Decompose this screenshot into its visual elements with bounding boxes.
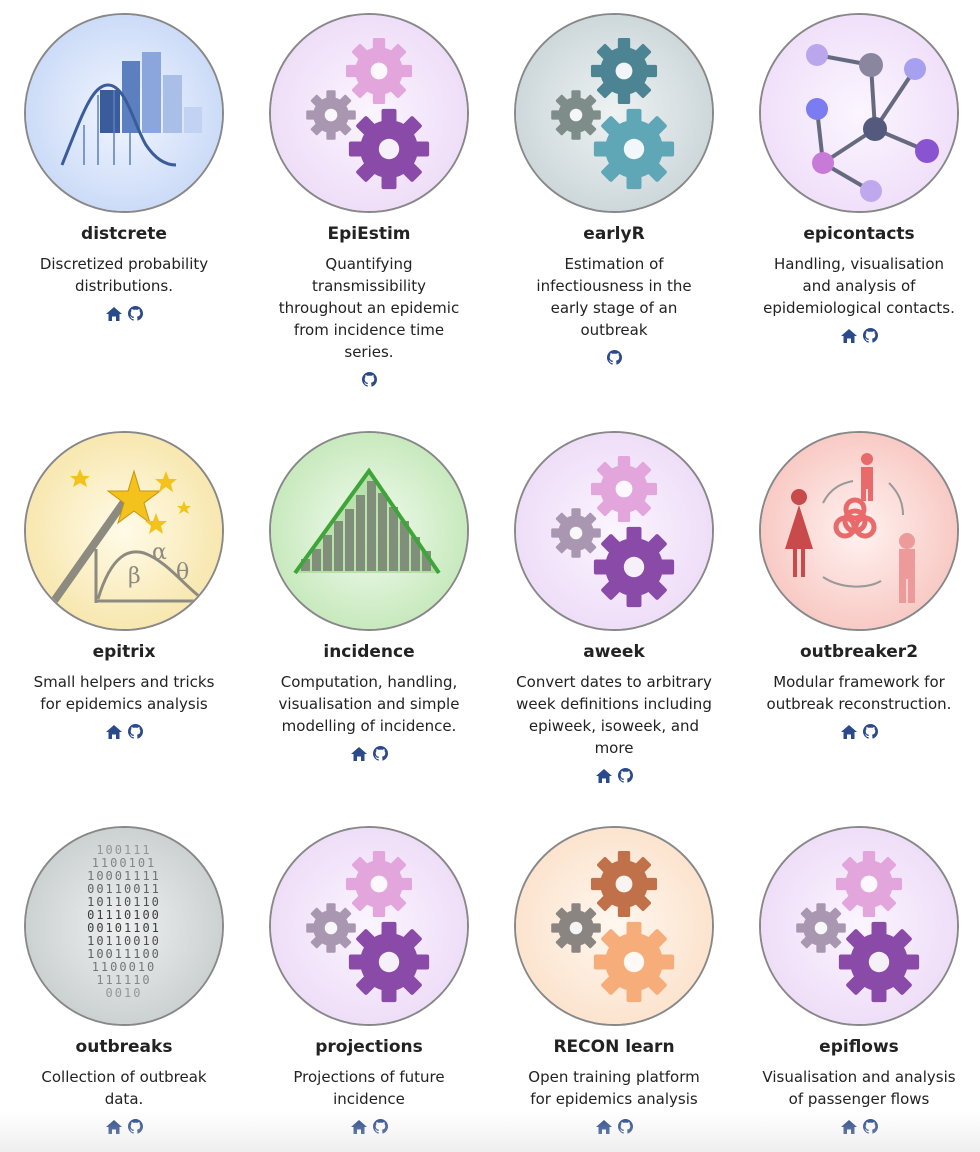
package-title: earlyR [583,224,645,244]
package-card: 100111 1100101 10001111 00110011 10110110 011… [9,826,239,1136]
package-title: incidence [323,642,415,662]
github-icon[interactable] [127,724,143,739]
package-title: outbreaks [75,1037,173,1057]
package-card: epicontacts Handling, visualisation and a… [744,13,974,345]
package-logo[interactable] [269,13,469,213]
github-icon[interactable] [372,1119,388,1134]
package-description: Projections of future incidence [293,1068,445,1108]
package-description: Discretized probability distributions. [39,255,209,295]
home-icon[interactable] [595,1119,612,1134]
svg-text:111110: 111110 [96,973,151,987]
svg-text:10110110: 10110110 [87,895,161,909]
home-icon[interactable] [105,1119,122,1134]
package-card: projections Projections of future inciden… [254,826,484,1136]
package-description: Convert dates to arbitrary week definiti… [516,673,712,757]
package-links [254,1116,484,1136]
home-icon[interactable] [840,1119,857,1134]
package-description: Quantifying transmissibility throughout … [278,255,460,361]
package-title: outbreaker2 [799,642,919,662]
svg-text:10110010: 10110010 [87,934,161,948]
svg-text:01110100: 01110100 [87,908,161,922]
github-icon[interactable] [617,1119,633,1134]
home-icon[interactable] [105,724,122,739]
package-logo[interactable] [269,431,469,631]
package-card: incidence Computation, handling, visualis… [254,431,484,763]
package-description: Small helpers and tricks for epidemics a… [33,673,215,713]
package-card: earlyR Estimation of infectiousness in th… [499,13,729,367]
svg-text:θ: θ [176,560,189,585]
package-card: β α θ epitrix Small helpers and tricks for… [9,431,239,741]
package-card: EpiEstim Quantifying transmissibility thr… [254,13,484,389]
github-icon[interactable] [862,1119,878,1134]
github-icon[interactable] [372,746,388,761]
package-card: epiflows Visualisation and analysis of pa… [744,826,974,1136]
package-description: Computation, handling, visualisation and… [278,673,460,735]
package-logo[interactable] [514,826,714,1026]
svg-text:10011100: 10011100 [87,947,161,961]
package-title: RECON learn [553,1037,675,1057]
github-icon[interactable] [606,350,622,365]
package-logo[interactable] [514,13,714,213]
package-links [254,743,484,763]
home-icon[interactable] [350,1119,367,1134]
package-links [499,765,729,785]
package-description: Visualisation and analysis of passenger … [762,1068,956,1108]
package-links [744,325,974,345]
home-icon[interactable] [595,768,612,783]
package-description: Modular framework for outbreak reconstru… [766,673,952,713]
svg-text:1100010: 1100010 [92,960,157,974]
package-logo[interactable]: 100111 1100101 10001111 00110011 10110110 011… [24,826,224,1026]
package-title: epicontacts [803,224,915,244]
package-description: Estimation of infectiousness in the earl… [536,255,692,339]
package-links [499,1116,729,1136]
svg-text:α: α [152,540,167,565]
github-icon[interactable] [862,328,878,343]
package-logo[interactable] [759,826,959,1026]
package-card: distcrete Discretized probability distrib… [9,13,239,323]
package-logo[interactable]: β α θ [24,431,224,631]
github-icon[interactable] [127,306,143,321]
svg-text:β: β [128,564,141,589]
svg-text:00110011: 00110011 [87,882,161,896]
package-logo[interactable] [514,431,714,631]
package-title: epiflows [819,1037,899,1057]
package-description: Collection of outbreak data. [41,1068,207,1108]
svg-text:1100101: 1100101 [92,856,157,870]
github-icon[interactable] [127,1119,143,1134]
home-icon[interactable] [840,724,857,739]
package-links [744,1116,974,1136]
package-logo[interactable] [24,13,224,213]
package-description: Open training platform for epidemics ana… [528,1068,700,1108]
package-title: distcrete [81,224,167,244]
package-title: epitrix [92,642,156,662]
package-links [499,347,729,367]
package-title: projections [315,1037,423,1057]
svg-text:00101101: 00101101 [87,921,161,935]
package-description: Handling, visualisation and analysis of … [763,255,955,317]
package-links [9,303,239,323]
package-links [9,1116,239,1136]
package-links [254,369,484,389]
package-card: aweek Convert dates to arbitrary week def… [499,431,729,785]
package-title: aweek [583,642,645,662]
home-icon[interactable] [840,328,857,343]
github-icon[interactable] [361,372,377,387]
package-logo[interactable] [759,431,959,631]
svg-text:0010: 0010 [106,986,143,1000]
svg-text:100111: 100111 [96,843,151,857]
github-icon[interactable] [617,768,633,783]
package-card: RECON learn Open training platform for ep… [499,826,729,1136]
package-title: EpiEstim [327,224,411,244]
github-icon[interactable] [862,724,878,739]
package-links [9,721,239,741]
package-logo[interactable] [759,13,959,213]
home-icon[interactable] [105,306,122,321]
package-card: outbreaker2 Modular framework for outbrea… [744,431,974,741]
package-links [744,721,974,741]
svg-text:10001111: 10001111 [87,869,161,883]
package-logo[interactable] [269,826,469,1026]
home-icon[interactable] [350,746,367,761]
